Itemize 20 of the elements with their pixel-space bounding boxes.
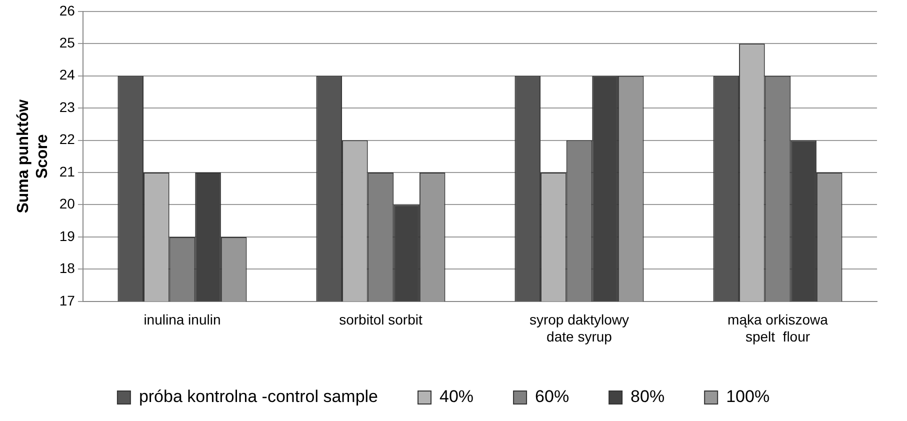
legend-label: próba kontrolna -control sample [138, 387, 378, 406]
y-tick-label: 26 [59, 2, 76, 18]
y-tick-label: 25 [59, 34, 76, 50]
legend-label: 100% [726, 387, 770, 406]
y-tick-label: 17 [59, 292, 76, 308]
y-tick-label: 18 [59, 260, 76, 276]
legend-label: 80% [630, 387, 665, 406]
y-tick-label: 23 [59, 98, 76, 115]
y-axis-title: Suma punktów Score [15, 98, 52, 214]
legend-label: 40% [440, 387, 474, 406]
y-tick-label: 21 [59, 163, 76, 180]
legend-label: 60% [535, 387, 570, 406]
y-tick-label: 22 [59, 131, 76, 148]
x-tick-label: syrop daktylowy date syrup [529, 312, 630, 344]
x-tick-label: sorbitol sorbit [339, 312, 422, 328]
x-tick-label: inulina inulin [144, 312, 221, 328]
y-tick-label: 24 [59, 66, 76, 83]
x-tick-label: mąka orkiszowa spelt flour [728, 312, 828, 344]
y-tick-label: 19 [59, 228, 76, 244]
y-tick-label: 20 [59, 196, 76, 212]
